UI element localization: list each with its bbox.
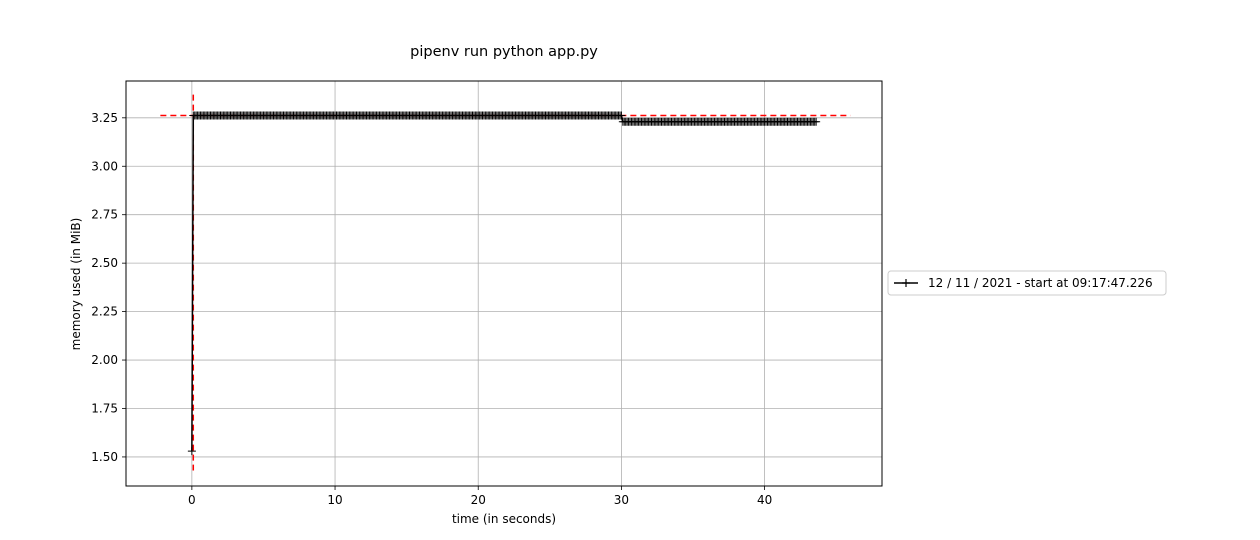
y-tick-label: 2.00 — [91, 353, 118, 367]
data-point-marker — [187, 447, 196, 456]
chart-title: pipenv run python app.py — [410, 44, 598, 60]
series-layer — [187, 111, 821, 456]
y-tick-label: 2.25 — [91, 305, 118, 319]
grid — [126, 81, 882, 486]
x-tick-label: 10 — [327, 493, 342, 507]
data-point-marker — [812, 117, 821, 126]
y-tick-label: 2.75 — [91, 208, 118, 222]
y-axis-ticks: 1.50 1.75 2.00 2.25 2.50 2.75 3.00 3.25 — [91, 111, 126, 464]
reference-lines — [160, 94, 851, 471]
x-tick-label: 20 — [471, 493, 486, 507]
y-tick-label: 1.75 — [91, 401, 118, 415]
y-tick-label: 2.50 — [91, 256, 118, 270]
x-tick-label: 40 — [757, 493, 772, 507]
y-tick-label: 1.50 — [91, 450, 118, 464]
y-axis-label: memory used (in MiB) — [69, 218, 83, 351]
x-axis-label: time (in seconds) — [452, 512, 556, 526]
legend-box — [887, 270, 1167, 296]
x-axis-ticks: 0 10 20 30 40 — [188, 486, 772, 507]
data-point-marker — [617, 111, 626, 120]
y-tick-label: 3.25 — [91, 111, 118, 125]
y-tick-label: 3.00 — [91, 159, 118, 173]
plot-frame — [125, 80, 883, 487]
x-tick-label: 0 — [188, 493, 196, 507]
x-tick-label: 30 — [614, 493, 629, 507]
legend-label: 12 / 11 / 2021 - start at 09:17:47.226 — [928, 276, 1153, 290]
legend: 12 / 11 / 2021 - start at 09:17:47.226 — [887, 270, 1167, 296]
memory-series-line — [191, 114, 817, 452]
legend-marker-swatch — [902, 279, 910, 287]
